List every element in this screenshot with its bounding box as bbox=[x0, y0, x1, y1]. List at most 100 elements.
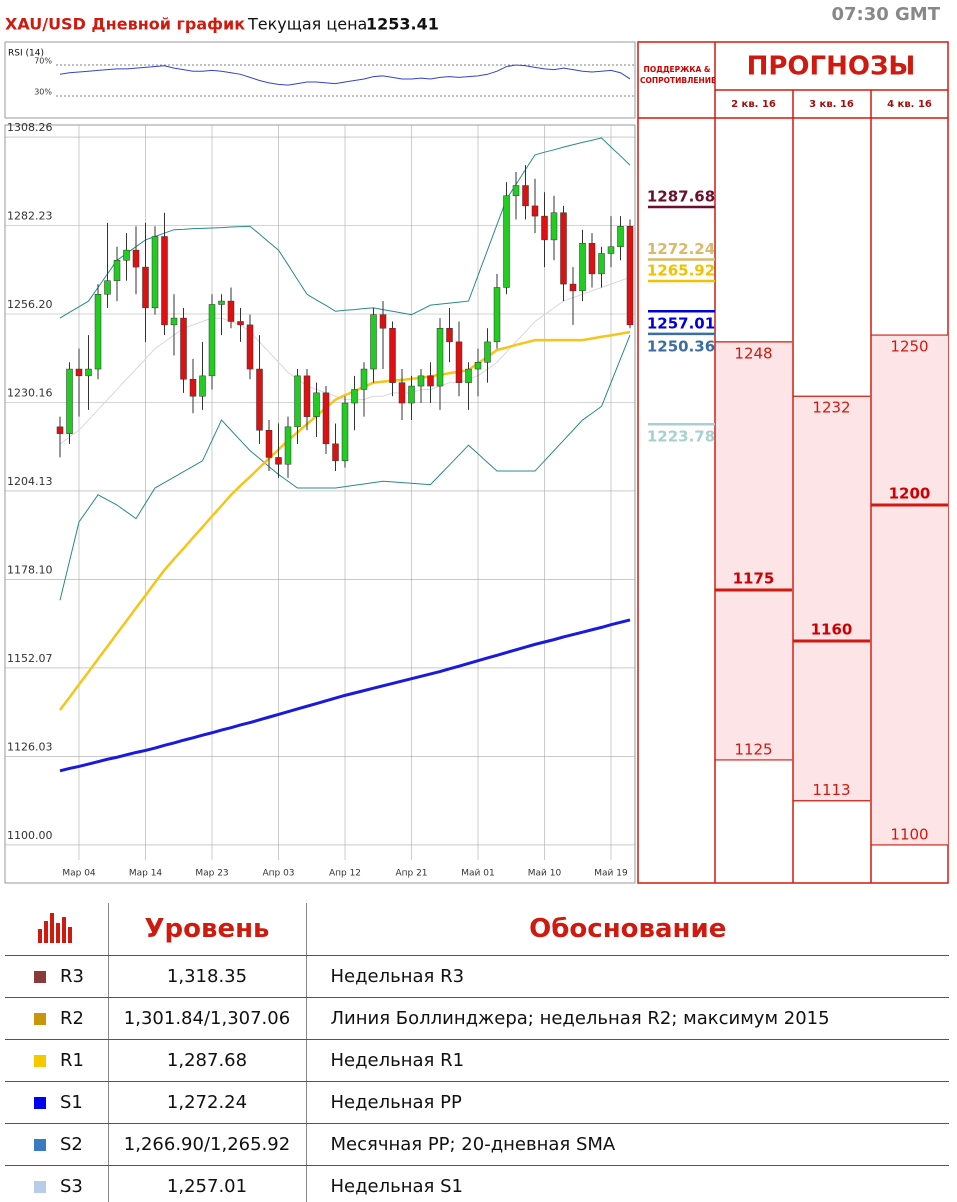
indicator-line bbox=[59, 618, 631, 773]
indicator-line bbox=[59, 334, 631, 601]
table-row: S3 1,257.01 Недельная S1 bbox=[5, 1165, 949, 1202]
level-cell: 1,287.68 bbox=[107, 1039, 306, 1082]
candle-body bbox=[417, 375, 425, 387]
candle-body bbox=[598, 253, 605, 275]
candle-body bbox=[284, 426, 292, 465]
table-header: Уровень Обоснование bbox=[5, 903, 949, 956]
color-swatch bbox=[34, 1139, 46, 1151]
icon bbox=[38, 912, 73, 943]
rsi-title: RSI (14) bbox=[8, 49, 44, 59]
reason-cell: Недельная S1 bbox=[305, 1165, 949, 1202]
forecast-high-label: 1250 bbox=[890, 338, 928, 356]
candle-body bbox=[227, 300, 235, 322]
candle-body bbox=[142, 266, 149, 309]
reason-cell: Линия Боллинджера; недельная R2; максиму… bbox=[305, 997, 949, 1040]
candle-body bbox=[531, 205, 539, 217]
forecast-mid-label: 1200 bbox=[889, 485, 931, 503]
reason-cell: Недельная R3 bbox=[305, 955, 949, 998]
x-tick-label: Апр 21 bbox=[395, 869, 427, 879]
candle-body bbox=[66, 368, 73, 434]
levels-title: ПОДДЕРЖКА & СОПРОТИВЛЕНИЕ bbox=[640, 65, 717, 85]
candle-body bbox=[132, 249, 140, 268]
y-tick-label: 1100.00 bbox=[7, 829, 53, 842]
x-tick-label: Апр 12 bbox=[329, 869, 361, 879]
reason-cell: Месячная PP; 20-дневная SMA bbox=[305, 1123, 949, 1166]
candle-body bbox=[294, 375, 301, 428]
candle-body bbox=[379, 314, 387, 329]
candle-body bbox=[208, 304, 216, 377]
x-tick-label: Мар 23 bbox=[195, 869, 228, 879]
candle-body bbox=[607, 246, 615, 254]
level-label: 1287.68 bbox=[647, 187, 715, 205]
candle-body bbox=[503, 195, 510, 288]
candle-body bbox=[408, 385, 415, 404]
forecast-range bbox=[872, 335, 948, 845]
candle-body bbox=[370, 314, 377, 370]
y-tick-label: 1230.16 bbox=[7, 387, 53, 400]
row-name-cell: S3 bbox=[5, 1165, 108, 1202]
forecast-range bbox=[794, 396, 870, 801]
chart-title: XAU/USD Дневной график bbox=[5, 15, 245, 34]
candle-body bbox=[94, 294, 102, 370]
level-cell: 1,272.24 bbox=[107, 1081, 306, 1124]
table-row: R1 1,287.68 Недельная R1 bbox=[5, 1039, 949, 1082]
candle-body bbox=[180, 317, 187, 380]
candle-body bbox=[360, 368, 368, 390]
candle-body bbox=[332, 443, 339, 462]
row-name-cell: S1 bbox=[5, 1081, 108, 1124]
table-row: R2 1,301.84/1,307.06 Линия Боллинджера; не… bbox=[5, 997, 949, 1040]
candle-body bbox=[493, 287, 501, 343]
y-tick-label: 1204.13 bbox=[7, 475, 53, 488]
quarter-label: 4 кв. 16 bbox=[887, 99, 932, 110]
row-name: S3 bbox=[60, 1176, 83, 1197]
x-tick-label: Май 10 bbox=[528, 869, 562, 879]
candle-body bbox=[512, 185, 520, 196]
candle-body bbox=[237, 321, 244, 326]
candle-body bbox=[75, 368, 83, 377]
forecast-title: ПРОГНОЗЫ bbox=[747, 52, 916, 82]
candle-body bbox=[398, 382, 406, 404]
indicator-line bbox=[59, 330, 631, 711]
candle-body bbox=[256, 368, 263, 431]
candle-body bbox=[446, 328, 453, 343]
candle-body bbox=[541, 215, 548, 241]
candle-body bbox=[341, 402, 349, 462]
candle-body bbox=[313, 392, 320, 417]
forecast-high-label: 1232 bbox=[812, 399, 850, 417]
level-label: 1265.92 bbox=[647, 261, 715, 279]
candle-body bbox=[275, 457, 282, 465]
color-swatch bbox=[34, 1097, 46, 1109]
color-swatch bbox=[34, 971, 46, 983]
candle-body bbox=[427, 375, 434, 387]
candle-body bbox=[484, 341, 491, 363]
candle-body bbox=[189, 379, 197, 397]
color-swatch bbox=[34, 1055, 46, 1067]
candle-body bbox=[522, 185, 529, 207]
y-tick-label: 70% bbox=[34, 57, 52, 66]
row-name-cell: S2 bbox=[5, 1123, 108, 1166]
level-cell: 1,266.90/1,265.92 bbox=[107, 1123, 306, 1166]
header-cell: Уровень bbox=[107, 903, 306, 956]
reason-cell: Недельная R1 bbox=[305, 1039, 949, 1082]
x-tick-label: Май 19 bbox=[594, 869, 628, 879]
candle-body bbox=[246, 324, 254, 370]
candle-body bbox=[474, 362, 482, 370]
price-label: Текущая цена bbox=[247, 15, 367, 34]
candle-body bbox=[322, 392, 330, 445]
y-tick-label: 1256.20 bbox=[7, 298, 53, 311]
y-tick-label: 30% bbox=[34, 87, 52, 96]
forecast-mid-label: 1160 bbox=[811, 620, 853, 638]
forecast-low-label: 1125 bbox=[734, 740, 772, 758]
candle-body bbox=[104, 280, 111, 295]
quarter-label: 3 кв. 16 bbox=[809, 99, 854, 110]
color-swatch bbox=[34, 1181, 46, 1193]
level-label: 1257.01 bbox=[647, 315, 715, 333]
x-tick-label: Мар 04 bbox=[62, 869, 96, 879]
row-name: R1 bbox=[60, 1050, 84, 1071]
forecast-range bbox=[716, 341, 792, 760]
candle-body bbox=[550, 212, 558, 241]
forecast-mid-label: 1175 bbox=[733, 569, 775, 587]
y-tick-label: 1308.26 bbox=[7, 121, 53, 134]
candle-body bbox=[569, 283, 577, 292]
